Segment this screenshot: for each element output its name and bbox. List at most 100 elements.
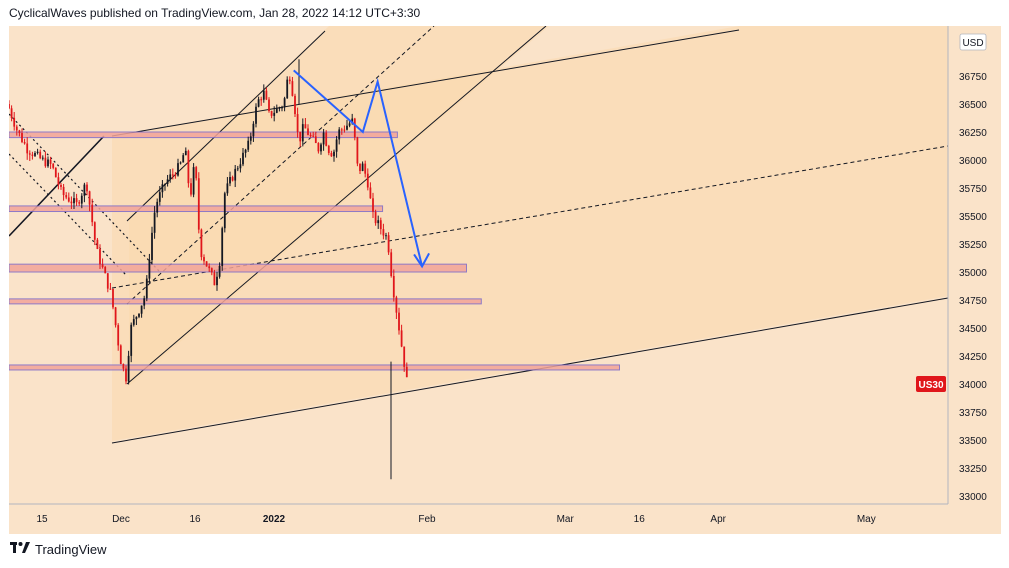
candle-up-body: [348, 123, 351, 126]
forecast-arrowhead: [413, 252, 430, 269]
candle-down-body: [13, 117, 16, 127]
resistance-zones: [9, 131, 620, 371]
candle-up-body: [132, 319, 135, 325]
lower-channel-line: [111, 297, 949, 444]
candle-up-body: [226, 183, 229, 194]
candle-up-body: [223, 193, 226, 229]
candle-down-body: [260, 99, 263, 101]
y-tick-label: 33750: [959, 408, 987, 419]
candle-down-body: [317, 143, 320, 152]
candle-up-body: [257, 99, 260, 107]
candle-down-body: [54, 167, 57, 178]
candle-down-body: [117, 325, 120, 346]
candle-up-body: [252, 123, 255, 137]
resistance-zone-5[interactable]: [9, 364, 620, 371]
candle-up-body: [275, 108, 278, 113]
y-tick-label: 33500: [959, 436, 987, 447]
candle-down-body: [86, 184, 88, 192]
candle-up-body: [218, 265, 221, 277]
candle-up-body: [239, 164, 242, 169]
x-tick-label: 16: [189, 514, 201, 525]
resistance-zone-2[interactable]: [9, 205, 384, 213]
candle-down-body: [392, 275, 395, 298]
price-axis-panel[interactable]: [948, 26, 1001, 534]
candle-down-body: [268, 99, 270, 112]
y-tick-label: 36250: [959, 128, 987, 139]
chart-svg[interactable]: USD 33000 33250 33500 33750 34000 34250 34500 34…: [9, 26, 1001, 534]
candle-up-body: [73, 198, 75, 204]
candle-down-body: [75, 198, 78, 203]
candle-down-body: [9, 104, 10, 109]
candle-down-body: [265, 90, 268, 100]
rising-channel-lower-line: [126, 26, 547, 385]
y-tick-label: 34250: [959, 352, 987, 363]
y-tick-label: 36000: [959, 156, 987, 167]
candle-down-body: [195, 167, 198, 179]
candle-down-body: [356, 137, 359, 164]
candle-down-body: [70, 201, 73, 204]
candle-down-body: [28, 153, 31, 155]
candle-down-body: [299, 131, 302, 142]
candle-down-body: [340, 129, 343, 131]
candle-down-body: [213, 272, 216, 286]
candle-down-body: [291, 81, 294, 96]
candle-down-body: [187, 150, 190, 184]
candle-up-body: [286, 79, 289, 99]
resistance-zone-4[interactable]: [9, 298, 482, 305]
candle-up-body: [385, 235, 387, 237]
candle-up-body: [153, 212, 156, 233]
candle-up-body: [135, 316, 138, 320]
candle-up-body: [281, 107, 283, 109]
candle-down-body: [379, 220, 382, 230]
y-tick-label: 35250: [959, 240, 987, 251]
resistance-zone-1[interactable]: [9, 131, 398, 139]
candle-up-body: [140, 305, 143, 314]
candle-down-body: [395, 297, 398, 313]
candle-down-body: [309, 134, 312, 136]
falling-dotted-line-lower: [9, 153, 128, 277]
candle-up-body: [255, 106, 257, 124]
candle-up-body: [130, 324, 133, 356]
symbol-badge[interactable]: [916, 376, 946, 392]
candle-down-body: [197, 178, 200, 230]
candle-down-body: [231, 177, 234, 181]
candle-up-body: [145, 278, 148, 299]
candle-down-body: [171, 174, 174, 176]
candle-up-body: [320, 144, 322, 152]
candle-down-body: [369, 187, 372, 199]
x-tick-label: 2022: [263, 514, 286, 525]
resistance-zone-3[interactable]: [9, 263, 467, 273]
candle-down-body: [314, 136, 317, 144]
candle-down-body: [325, 132, 328, 146]
candle-down-body: [203, 257, 205, 262]
chart-area[interactable]: USD 33000 33250 33500 33750 34000 34250 34500 34…: [9, 26, 1001, 534]
candle-up-body: [80, 195, 83, 204]
y-tick-label: 33250: [959, 464, 987, 475]
candle-down-body: [96, 239, 99, 249]
candle-down-body: [307, 128, 309, 135]
candle-down-body: [122, 364, 125, 369]
candles: [9, 59, 408, 480]
candle-up-body: [242, 152, 244, 165]
candle-up-body: [164, 183, 166, 185]
candle-up-body: [36, 151, 39, 153]
footer: TradingView: [10, 541, 107, 557]
y-tick-label: 34000: [959, 380, 987, 391]
candle-down-body: [62, 186, 65, 196]
currency-box[interactable]: [959, 33, 987, 51]
candle-down-body: [91, 204, 94, 223]
time-axis-panel[interactable]: [9, 504, 948, 534]
candle-up-body: [322, 132, 325, 145]
x-tick-label: Apr: [710, 514, 726, 525]
candle-up-body: [161, 184, 164, 193]
currency-label[interactable]: USD: [962, 38, 983, 49]
candle-up-body: [216, 276, 218, 286]
candle-down-body: [39, 151, 42, 159]
falling-dotted-line-upper: [9, 113, 160, 272]
footer-brand: TradingView: [35, 541, 107, 557]
x-tick-label: 16: [634, 514, 646, 525]
y-tick-label: 35500: [959, 212, 987, 223]
candle-up-body: [301, 124, 304, 142]
candle-down-body: [88, 191, 91, 205]
candle-up-body: [346, 125, 348, 130]
